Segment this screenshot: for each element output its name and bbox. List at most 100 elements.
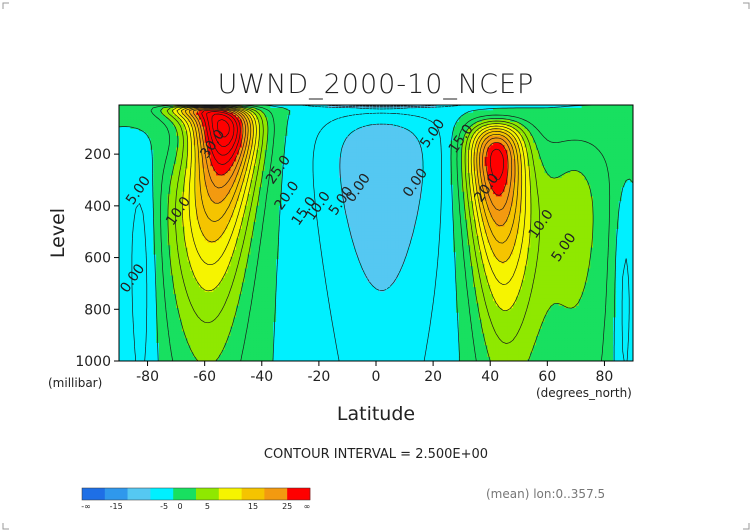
field-cell xyxy=(598,351,603,355)
field-cell xyxy=(384,347,389,350)
field-cell xyxy=(221,349,226,353)
field-cell xyxy=(330,358,334,361)
field-cell xyxy=(178,358,183,361)
field-cell xyxy=(258,354,263,357)
field-cell xyxy=(287,347,291,350)
field-cell xyxy=(127,354,132,357)
field-cell xyxy=(164,349,169,353)
field-cell xyxy=(150,347,154,350)
field-cell xyxy=(161,347,166,350)
field-cell xyxy=(227,349,231,353)
field-cell xyxy=(593,354,597,357)
field-cell xyxy=(158,344,163,348)
field-cell xyxy=(278,347,283,350)
field-cell xyxy=(198,358,203,361)
field-cell xyxy=(144,358,149,361)
field-cell xyxy=(613,354,617,357)
field-cell xyxy=(384,356,389,360)
field-cell xyxy=(207,347,211,350)
field-cell xyxy=(310,349,314,353)
field-cell xyxy=(198,344,203,348)
field-cell xyxy=(236,358,240,361)
field-cell xyxy=(595,354,600,357)
field-cell xyxy=(361,351,366,355)
field-cell xyxy=(547,354,551,357)
field-cell xyxy=(558,351,563,355)
field-cell xyxy=(387,356,391,360)
field-cell xyxy=(287,349,291,353)
field-cell xyxy=(167,356,171,360)
field-cell xyxy=(481,358,486,361)
field-cell xyxy=(316,347,320,350)
field-cell xyxy=(296,354,300,357)
field-cell xyxy=(310,356,314,360)
field-cell xyxy=(447,351,451,355)
field-cell xyxy=(395,356,400,360)
field-cell xyxy=(450,347,454,350)
field-cell xyxy=(207,358,211,361)
field-cell xyxy=(133,344,137,348)
field-cell xyxy=(607,349,611,353)
field-cell xyxy=(630,358,633,361)
field-cell xyxy=(544,356,548,360)
field-cell xyxy=(170,358,174,361)
field-cell xyxy=(418,351,423,355)
field-cell xyxy=(481,356,486,360)
field-cell xyxy=(415,347,420,350)
field-cell xyxy=(521,354,526,357)
field-cell xyxy=(273,351,277,355)
field-cell xyxy=(284,349,289,353)
field-cell xyxy=(193,351,197,355)
field-cell xyxy=(296,351,300,355)
field-cell xyxy=(230,351,234,355)
field-cell xyxy=(424,349,428,353)
field-cell xyxy=(484,347,488,350)
field-cell xyxy=(567,354,571,357)
field-cell xyxy=(587,354,591,357)
field-cell xyxy=(555,356,560,360)
field-cell xyxy=(538,358,543,361)
field-cell xyxy=(344,356,349,360)
field-cell xyxy=(415,356,420,360)
field-cell xyxy=(138,349,143,353)
field-cell xyxy=(333,356,337,360)
field-cell xyxy=(138,356,143,360)
field-cell xyxy=(550,358,554,361)
field-cell xyxy=(407,347,411,350)
field-cell xyxy=(161,349,166,353)
field-cell xyxy=(578,349,583,353)
field-cell xyxy=(121,356,126,360)
field-cell xyxy=(504,351,508,355)
field-cell xyxy=(313,356,317,360)
field-cell xyxy=(213,356,217,360)
field-cell xyxy=(144,349,149,353)
field-cell xyxy=(598,356,603,360)
field-cell xyxy=(604,347,608,350)
field-cell xyxy=(558,347,563,350)
field-cell xyxy=(393,351,397,355)
field-cell xyxy=(273,358,277,361)
field-cell xyxy=(198,347,203,350)
field-cell xyxy=(573,356,577,360)
field-cell xyxy=(307,356,311,360)
field-cell xyxy=(278,354,283,357)
field-cell xyxy=(190,356,194,360)
field-cell xyxy=(218,349,223,353)
field-cell xyxy=(507,351,511,355)
field-cell xyxy=(553,347,557,350)
field-cell xyxy=(584,349,588,353)
field-cell xyxy=(518,356,523,360)
field-cell xyxy=(427,354,431,357)
field-cell xyxy=(455,351,460,355)
field-cell xyxy=(521,356,526,360)
field-cell xyxy=(307,351,311,355)
field-cell xyxy=(607,347,611,350)
field-cell xyxy=(527,347,531,350)
field-cell xyxy=(590,349,594,353)
field-cell xyxy=(221,358,226,361)
field-cell xyxy=(324,358,329,361)
field-cell xyxy=(264,351,269,355)
field-cell xyxy=(353,354,357,357)
field-cell xyxy=(467,349,471,353)
field-cell xyxy=(250,354,254,357)
